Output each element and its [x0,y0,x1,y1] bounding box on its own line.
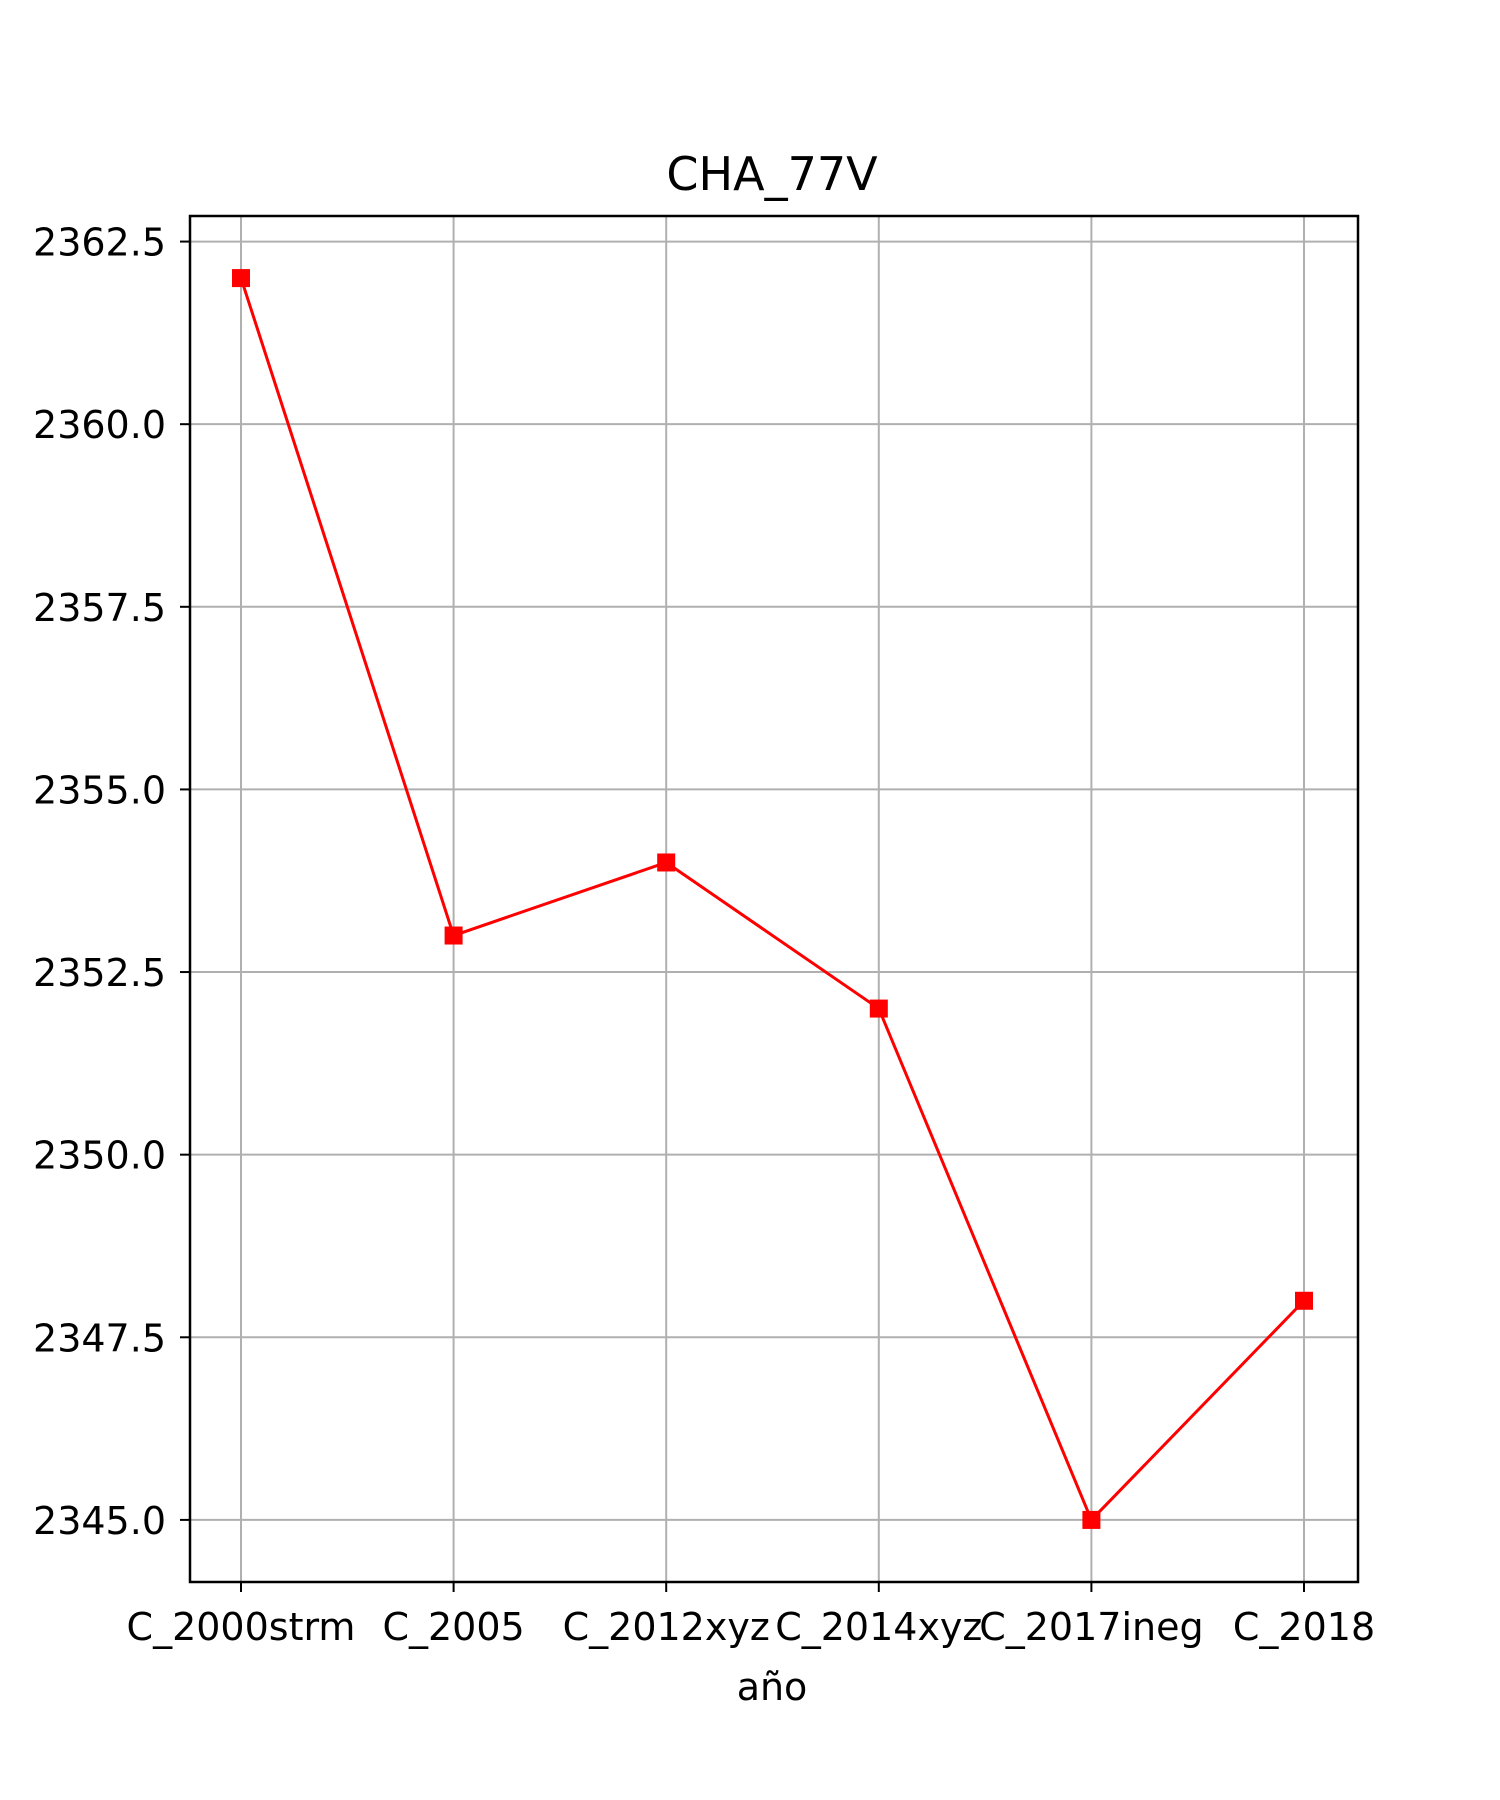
x-tick-label: C_2012xyz [563,1605,770,1649]
data-point-marker [657,853,676,872]
grid [190,216,1358,1582]
x-axis-label: año [737,1665,808,1709]
x-axis: C_2000strm C_2005 C_2012xyz C_2014xyzC_2017… [127,1582,1375,1649]
data-point-marker [444,926,463,945]
x-tick-label: C_2014xyz [775,1605,982,1649]
y-tick-label: 2350.0 [33,1134,166,1178]
y-tick-label: 2357.5 [33,586,166,630]
y-tick-label: 2355.0 [33,768,166,812]
chart-title: CHA_77V [666,147,878,201]
y-tick-label: 2360.0 [33,403,166,447]
data-point-marker [869,999,888,1018]
y-tick-label: 2345.0 [33,1499,166,1543]
x-tick-label: C_2005 [382,1605,524,1649]
plot-frame [188,214,1360,1584]
y-tick-label: 2347.5 [33,1316,166,1360]
y-tick-label: 2362.5 [33,221,166,265]
data-point-marker [232,269,250,288]
x-tick-label: C_2018 [1233,1605,1375,1649]
x-tick-label: C_2017ineg [979,1605,1203,1649]
data-point-marker [1295,1291,1313,1310]
y-axis: 2345.0 2347.5 2350.0 2352.5 2355.0 2357.5 2360… [33,221,190,1543]
series-layer [232,269,1313,1529]
x-tick-label: C_2000strm [127,1605,356,1649]
data-point-marker [1082,1510,1101,1529]
y-tick-label: 2352.5 [33,951,166,995]
series-line [239,277,1306,1523]
